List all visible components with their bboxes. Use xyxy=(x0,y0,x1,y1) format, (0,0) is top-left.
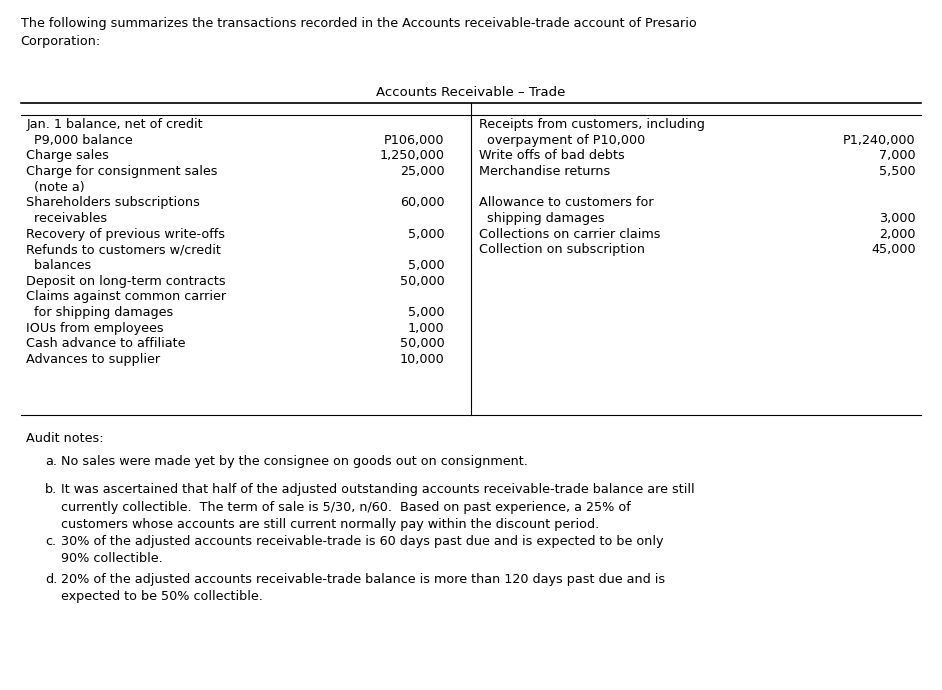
Text: 5,000: 5,000 xyxy=(408,306,445,319)
Text: 45,000: 45,000 xyxy=(871,244,916,256)
Text: P106,000: P106,000 xyxy=(384,134,445,147)
Text: (note a): (note a) xyxy=(26,181,85,194)
Text: shipping damages: shipping damages xyxy=(479,212,604,225)
Text: receivables: receivables xyxy=(26,212,107,225)
Text: Collection on subscription: Collection on subscription xyxy=(479,244,644,256)
Text: Receipts from customers, including: Receipts from customers, including xyxy=(479,118,705,131)
Text: 5,000: 5,000 xyxy=(408,259,445,272)
Text: for shipping damages: for shipping damages xyxy=(26,306,173,319)
Text: P9,000 balance: P9,000 balance xyxy=(26,134,133,147)
Text: b.: b. xyxy=(45,483,57,496)
Text: 25,000: 25,000 xyxy=(400,165,445,178)
Text: 5,000: 5,000 xyxy=(408,228,445,241)
Text: Refunds to customers w/credit: Refunds to customers w/credit xyxy=(26,244,221,256)
Text: Claims against common carrier: Claims against common carrier xyxy=(26,290,226,304)
Text: Recovery of previous write-offs: Recovery of previous write-offs xyxy=(26,228,225,241)
Text: 2,000: 2,000 xyxy=(879,228,916,241)
Text: 10,000: 10,000 xyxy=(399,353,445,366)
Text: 30% of the adjusted accounts receivable-trade is 60 days past due and is expecte: 30% of the adjusted accounts receivable-… xyxy=(61,535,664,565)
Text: IOUs from employees: IOUs from employees xyxy=(26,322,164,335)
Text: 50,000: 50,000 xyxy=(399,275,445,288)
Text: Merchandise returns: Merchandise returns xyxy=(479,165,609,178)
Text: Allowance to customers for: Allowance to customers for xyxy=(479,197,653,209)
Text: Jan. 1 balance, net of credit: Jan. 1 balance, net of credit xyxy=(26,118,203,131)
Text: 20% of the adjusted accounts receivable-trade balance is more than 120 days past: 20% of the adjusted accounts receivable-… xyxy=(61,573,665,603)
Text: overpayment of P10,000: overpayment of P10,000 xyxy=(479,134,644,147)
Text: No sales were made yet by the consignee on goods out on consignment.: No sales were made yet by the consignee … xyxy=(61,455,528,469)
Text: balances: balances xyxy=(26,259,91,272)
Text: It was ascertained that half of the adjusted outstanding accounts receivable-tra: It was ascertained that half of the adju… xyxy=(61,483,695,531)
Text: The following summarizes the transactions recorded in the Accounts receivable-tr: The following summarizes the transaction… xyxy=(21,17,696,48)
Text: Write offs of bad debts: Write offs of bad debts xyxy=(479,149,625,162)
Text: d.: d. xyxy=(45,573,57,586)
Text: c.: c. xyxy=(45,535,57,548)
Text: 5,500: 5,500 xyxy=(879,165,916,178)
Text: Audit notes:: Audit notes: xyxy=(26,432,104,445)
Text: 1,000: 1,000 xyxy=(408,322,445,335)
Text: 3,000: 3,000 xyxy=(879,212,916,225)
Text: Charge sales: Charge sales xyxy=(26,149,109,162)
Text: Charge for consignment sales: Charge for consignment sales xyxy=(26,165,218,178)
Text: Cash advance to affiliate: Cash advance to affiliate xyxy=(26,337,186,351)
Text: Collections on carrier claims: Collections on carrier claims xyxy=(479,228,660,241)
Text: Advances to supplier: Advances to supplier xyxy=(26,353,160,366)
Text: P1,240,000: P1,240,000 xyxy=(843,134,916,147)
Text: Deposit on long-term contracts: Deposit on long-term contracts xyxy=(26,275,226,288)
Text: 1,250,000: 1,250,000 xyxy=(380,149,445,162)
Text: a.: a. xyxy=(45,455,57,469)
Text: Shareholders subscriptions: Shareholders subscriptions xyxy=(26,197,201,209)
Text: 50,000: 50,000 xyxy=(399,337,445,351)
Text: 7,000: 7,000 xyxy=(879,149,916,162)
Text: 60,000: 60,000 xyxy=(400,197,445,209)
Text: Accounts Receivable – Trade: Accounts Receivable – Trade xyxy=(376,86,566,99)
